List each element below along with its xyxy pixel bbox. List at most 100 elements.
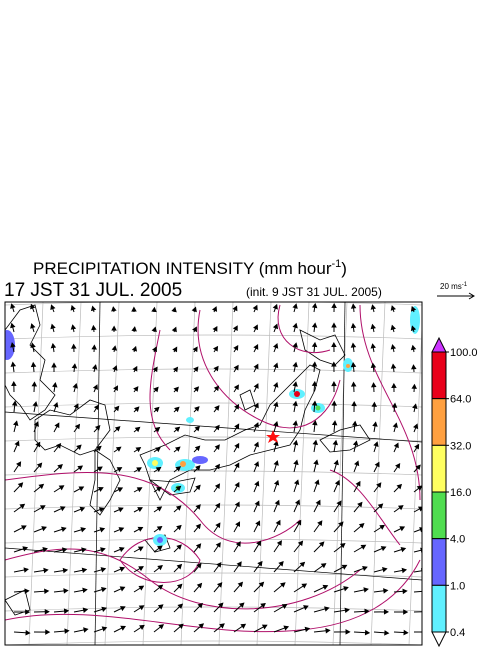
arrow-head: [92, 345, 96, 349]
wind-arrow: [114, 427, 120, 432]
wind-arrow: [194, 347, 198, 352]
arrow-head: [82, 548, 86, 552]
wind-arrow: [254, 365, 258, 372]
wind-arrow: [274, 324, 278, 332]
arrow-head: [277, 521, 280, 525]
title-sup: -1: [331, 258, 341, 270]
wind-arrow: [194, 407, 199, 412]
wind-arrow: [14, 421, 18, 432]
wind-arrow: [34, 610, 49, 614]
wind-arrow: [254, 521, 260, 532]
wind-arrow: [213, 307, 217, 312]
arrow-head: [193, 308, 197, 312]
arrow-head: [363, 567, 367, 571]
arrow-head: [423, 610, 427, 614]
wind-arrow: [254, 482, 259, 492]
arrow-head: [31, 343, 35, 347]
arrow-head: [352, 402, 356, 406]
wind-arrow: [134, 547, 143, 552]
wind-arrow: [414, 424, 418, 432]
wind-arrow: [14, 547, 27, 552]
arrow-head: [313, 441, 317, 445]
wind-arrow: [372, 383, 376, 392]
arrow-head: [14, 421, 18, 425]
arrow-head: [121, 607, 125, 610]
colorbar-segment: [432, 445, 446, 492]
arrow-head: [11, 324, 15, 328]
meridian: [257, 302, 271, 645]
wind-arrow: [34, 630, 49, 634]
wind-arrow: [133, 347, 137, 352]
arrow-head: [236, 483, 239, 487]
wind-arrow: [194, 505, 200, 512]
arrow-head: [45, 589, 49, 593]
map-panel: [0, 301, 427, 645]
arrow-head: [236, 522, 239, 526]
wind-arrow: [114, 508, 123, 512]
arrow-head: [79, 487, 83, 490]
arrow-head: [26, 631, 30, 635]
colorbar-label: 0.4: [450, 627, 465, 639]
wind-arrow: [333, 421, 337, 432]
wind-arrow: [391, 345, 395, 352]
wind-arrow: [313, 441, 317, 452]
arrow-head: [216, 523, 220, 527]
wind-arrow: [74, 568, 86, 572]
arrow-head: [140, 606, 144, 610]
wind-arrow: [234, 463, 239, 472]
wind-arrow: [392, 384, 396, 392]
arrow-head: [295, 480, 299, 484]
arrow-head: [394, 423, 398, 427]
wind-arrow: [174, 604, 182, 612]
wind-arrow: [234, 522, 240, 532]
wind-arrow: [412, 346, 416, 352]
wind-arrow: [371, 344, 375, 352]
wind-arrow: [414, 610, 426, 614]
wind-arrow: [254, 325, 257, 332]
wind-arrow: [94, 385, 98, 392]
wind-arrow: [414, 630, 427, 634]
arrow-head: [152, 308, 156, 312]
arrow-head: [412, 385, 416, 389]
arrow-head: [304, 606, 308, 610]
wind-arrow: [11, 363, 15, 372]
arrow-head: [256, 501, 259, 505]
wind-arrow: [254, 306, 257, 312]
ref-label: 20 ms: [440, 282, 462, 291]
wind-arrow: [274, 442, 278, 452]
wind-arrow: [254, 462, 258, 472]
wind-arrow: [134, 625, 144, 632]
ref-sup: -1: [462, 282, 468, 288]
arrow-head: [365, 609, 369, 613]
wind-arrow: [174, 545, 181, 552]
wind-arrow: [73, 384, 77, 392]
wind-arrow: [293, 324, 297, 332]
wind-arrow: [34, 506, 45, 512]
wind-arrow: [92, 307, 96, 312]
wind-arrow: [334, 481, 339, 492]
wind-arrow: [153, 347, 156, 352]
title-main: PRECIPITATION INTENSITY (mm hour: [33, 259, 332, 278]
arrow-head: [65, 629, 69, 633]
arrow-head: [132, 308, 136, 312]
arrow-head: [133, 367, 136, 371]
arrow-head: [396, 464, 400, 468]
arrow-head: [32, 382, 36, 386]
arrow-head: [95, 405, 99, 409]
arrow-head: [117, 447, 121, 451]
wind-arrow: [352, 402, 356, 412]
wind-arrow: [332, 402, 336, 412]
wind-arrow: [154, 625, 163, 632]
arrow-head: [55, 423, 58, 427]
arrow-head: [36, 443, 39, 447]
arrow-head: [317, 501, 320, 505]
arrow-head: [399, 506, 403, 510]
arrow-head: [119, 528, 123, 532]
wind-arrow: [414, 569, 425, 573]
arrow-head: [293, 421, 297, 425]
wind-vectors: [11, 304, 427, 635]
arrow-head: [255, 482, 259, 486]
wind-arrow: [51, 344, 55, 352]
wind-arrow: [94, 405, 98, 412]
wind-arrow: [214, 386, 218, 392]
